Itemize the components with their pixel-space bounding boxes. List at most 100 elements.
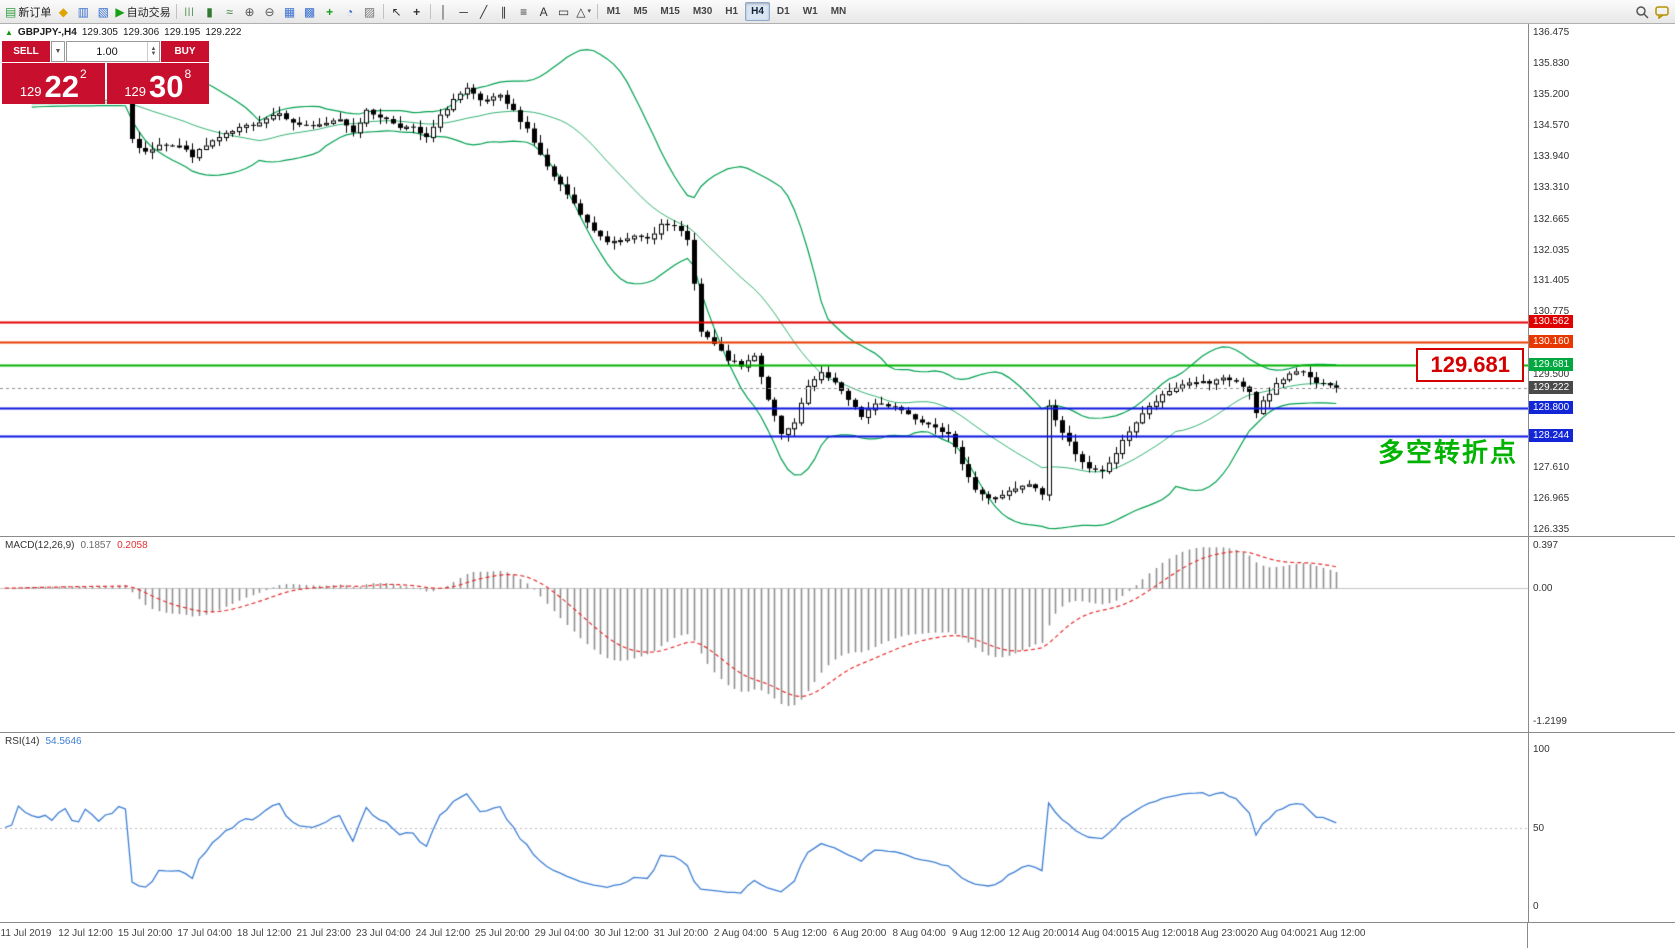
navigator-button[interactable]: ▧: [93, 2, 113, 22]
timeframe-button-mn[interactable]: MN: [830, 6, 847, 17]
macd-canvas[interactable]: [0, 537, 1528, 732]
time-axis-label: 8 Aug 04:00: [892, 928, 946, 939]
time-axis-label: 17 Jul 04:00: [177, 928, 232, 939]
macd-label: MACD(12,26,9): [5, 540, 75, 551]
periods-button[interactable]: ◔: [340, 2, 360, 22]
timeframe-button-h4[interactable]: H4: [745, 2, 770, 21]
buy-price-big: 30: [149, 68, 184, 104]
time-axis[interactable]: 11 Jul 2019 12 Jul 12:00 15 Jul 20:00 17 Ju…: [0, 922, 1675, 948]
volume-dropdown[interactable]: ▼: [51, 41, 65, 62]
rsi-pane: RSI(14) 54.5646 100 50 0: [0, 732, 1675, 922]
timeframe-button-m1[interactable]: M1: [606, 6, 621, 17]
price-chart-canvas[interactable]: [0, 24, 1528, 536]
text-tool-button[interactable]: A: [534, 2, 554, 22]
price-axis-label: 135.200: [1533, 89, 1570, 101]
market-watch-button[interactable]: ◆: [53, 2, 73, 22]
cascade-windows-button[interactable]: ▩: [300, 2, 320, 22]
chevron-down-icon: ▾: [587, 8, 591, 15]
buy-button[interactable]: BUY: [161, 41, 209, 62]
price-axis-label: 134.570: [1533, 120, 1570, 132]
price-axis-label: 131.405: [1533, 275, 1570, 287]
price-axis-label: 136.475: [1533, 26, 1570, 38]
search-button[interactable]: [1632, 2, 1652, 22]
cascade-windows-icon: ▩: [303, 4, 316, 19]
sell-price-prefix: 129: [19, 83, 42, 99]
macd-plot[interactable]: MACD(12,26,9) 0.1857 0.2058: [0, 537, 1528, 732]
one-click-trading-widget: SELL ▼ 1.00 ▲ ▼ BUY 129 22 2 129 30 8: [2, 41, 209, 104]
tile-windows-button[interactable]: ▦: [280, 2, 300, 22]
buy-price-display[interactable]: 129 30 8: [106, 63, 209, 104]
sell-price-big: 22: [44, 68, 79, 104]
fibonacci-button[interactable]: ≡: [514, 2, 534, 22]
ohlc-open: 129.305: [81, 27, 118, 38]
data-window-button[interactable]: ▥: [73, 2, 93, 22]
macd-axis-label: -1.2199: [1533, 716, 1567, 728]
price-axis-tag: 128.244: [1529, 428, 1574, 442]
shapes-dropdown-button[interactable]: △ ▾: [574, 2, 594, 22]
price-axis-label: 132.665: [1533, 213, 1570, 225]
timeframe-button-m15[interactable]: M15: [660, 6, 680, 17]
template-icon: ▨: [363, 4, 376, 19]
rsi-header: RSI(14) 54.5646: [5, 736, 82, 747]
timeframe-button-m5[interactable]: M5: [633, 6, 648, 17]
vertical-line-button[interactable]: │: [434, 2, 454, 22]
cursor-icon: ↖: [391, 4, 402, 19]
sell-button[interactable]: SELL: [2, 41, 50, 62]
new-order-button[interactable]: ▤ 新订单: [3, 2, 53, 22]
label-tool-icon: ▭: [557, 4, 570, 19]
volume-field[interactable]: 1.00 ▲ ▼: [66, 41, 160, 62]
macd-axis-label: 0.00: [1533, 583, 1553, 595]
chat-button[interactable]: [1652, 2, 1672, 22]
volume-value[interactable]: 1.00: [96, 45, 118, 58]
chart-line-button[interactable]: ≈: [220, 2, 240, 22]
zoom-out-icon: ⊖: [264, 4, 275, 19]
timeframe-button-m30[interactable]: M30: [692, 6, 713, 17]
sell-price-display[interactable]: 129 22 2: [2, 63, 105, 104]
macd-value-signal: 0.2058: [117, 540, 148, 551]
rsi-value: 54.5646: [45, 736, 82, 747]
new-order-icon: ▤: [5, 4, 17, 19]
price-axis-label: 126.965: [1533, 493, 1570, 505]
templates-button[interactable]: ▨: [360, 2, 380, 22]
toolbar-separator: [429, 4, 431, 19]
cursor-button[interactable]: ↖: [387, 2, 407, 22]
line-chart-icon: ≈: [226, 4, 233, 19]
price-axis-tag: 129.681: [1529, 358, 1574, 372]
rsi-canvas[interactable]: [0, 733, 1528, 922]
buy-price-prefix: 129: [124, 83, 147, 99]
price-axis-label: 129.500: [1533, 369, 1570, 380]
volume-stepper[interactable]: ▲ ▼: [147, 42, 159, 61]
channel-button[interactable]: ∥: [494, 2, 514, 22]
indicators-button[interactable]: +: [320, 2, 340, 22]
price-callout-label[interactable]: 129.681: [1416, 348, 1524, 383]
crosshair-button[interactable]: +: [407, 2, 427, 22]
rsi-plot[interactable]: RSI(14) 54.5646: [0, 733, 1528, 922]
zoom-in-button[interactable]: ⊕: [240, 2, 260, 22]
timeframe-button-w1[interactable]: W1: [802, 6, 818, 17]
horizontal-line-icon: ─: [459, 4, 468, 19]
time-axis-label: 29 Jul 04:00: [534, 928, 590, 939]
trendline-button[interactable]: ╱: [474, 2, 494, 22]
time-axis-label: 12 Aug 20:00: [1008, 928, 1068, 939]
timeframe-button-d1[interactable]: D1: [776, 6, 790, 17]
price-chart-pane: ▲ GBPJPY-,H4 129.305 129.306 129.195 129…: [0, 24, 1675, 536]
main-plot[interactable]: ▲ GBPJPY-,H4 129.305 129.306 129.195 129…: [0, 24, 1528, 536]
macd-value-main: 0.1857: [80, 540, 112, 551]
rsi-axis[interactable]: 100 50 0: [1528, 733, 1675, 922]
auto-trading-button[interactable]: ▶ 自动交易: [113, 2, 172, 22]
label-tool-button[interactable]: ▭: [554, 2, 574, 22]
price-axis-label: 126.335: [1533, 524, 1570, 536]
candle-chart-icon: ▮: [206, 4, 213, 19]
buy-price-sup: 8: [184, 67, 192, 81]
chart-candles-button[interactable]: ▮: [200, 2, 220, 22]
turning-point-annotation[interactable]: 多空转折点: [1377, 437, 1518, 468]
chart-bars-button[interactable]: |||: [180, 2, 200, 22]
timeframe-button-h1[interactable]: H1: [725, 6, 739, 17]
price-axis-tag: 128.800: [1529, 401, 1574, 415]
price-axis[interactable]: 136.475 135.830 135.200 134.570 133.940 133.3…: [1528, 24, 1675, 536]
text-tool-icon: A: [539, 4, 548, 19]
macd-axis[interactable]: 0.397 0.00 -1.2199: [1528, 537, 1675, 732]
zoom-out-button[interactable]: ⊖: [260, 2, 280, 22]
time-axis-label: 21 Aug 12:00: [1306, 928, 1366, 939]
horizontal-line-button[interactable]: ─: [454, 2, 474, 22]
